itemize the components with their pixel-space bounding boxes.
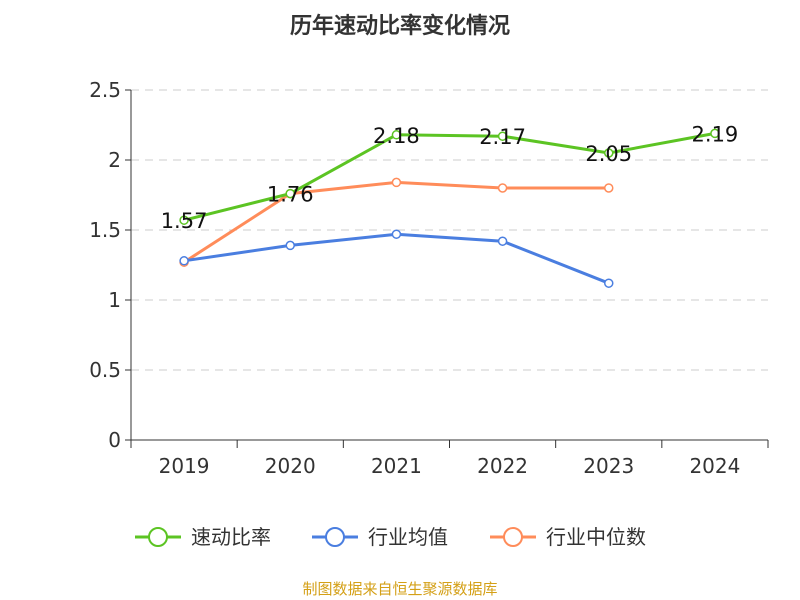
- data-label: 1.76: [267, 183, 314, 207]
- legend-marker: [503, 527, 523, 547]
- x-tick-label: 2024: [689, 454, 740, 478]
- legend-item[interactable]: 速动比率: [135, 525, 271, 549]
- x-tick-label: 2023: [583, 454, 634, 478]
- data-point[interactable]: [285, 188, 295, 199]
- x-tick-label: 2022: [477, 454, 528, 478]
- y-tick-label: 0.5: [89, 358, 121, 382]
- y-tick-label: 1: [108, 288, 121, 312]
- data-point[interactable]: [604, 148, 614, 158]
- data-label: 2.05: [585, 142, 632, 166]
- data-label: 2.17: [479, 125, 526, 149]
- y-tick-label: 0: [108, 428, 121, 452]
- data-point[interactable]: [179, 215, 189, 225]
- data-point[interactable]: [604, 183, 614, 193]
- legend-marker: [325, 527, 345, 547]
- legend-label: 速动比率: [191, 525, 271, 549]
- data-label: 1.57: [161, 209, 208, 233]
- data-label: 2.19: [692, 122, 739, 146]
- data-point[interactable]: [391, 177, 402, 188]
- x-tick-label: 2020: [265, 454, 316, 478]
- y-tick-label: 2.5: [89, 78, 121, 102]
- x-tick-label: 2021: [371, 454, 422, 478]
- source-note: 制图数据来自恒生聚源数据库: [302, 580, 497, 598]
- series-line-0: [183, 131, 716, 222]
- data-point[interactable]: [497, 131, 508, 141]
- data-point[interactable]: [179, 256, 189, 266]
- data-point[interactable]: [710, 128, 720, 139]
- data-point[interactable]: [604, 278, 614, 288]
- data-point[interactable]: [497, 183, 508, 193]
- legend-label: 行业中位数: [546, 525, 646, 549]
- data-label: 2.18: [373, 124, 420, 148]
- chart-title: 历年速动比率变化情况: [290, 13, 510, 39]
- data-point[interactable]: [285, 240, 295, 251]
- x-tick-label: 2019: [159, 454, 210, 478]
- legend-marker: [148, 527, 168, 547]
- data-point[interactable]: [391, 130, 402, 140]
- legend-label: 行业均值: [368, 525, 448, 549]
- legend-item[interactable]: 行业均值: [312, 525, 448, 549]
- legend-item[interactable]: 行业中位数: [490, 525, 646, 549]
- y-tick-label: 1.5: [89, 218, 121, 242]
- y-tick-label: 2: [108, 148, 121, 172]
- series-line-1: [183, 232, 610, 285]
- data-point[interactable]: [391, 229, 402, 239]
- data-point[interactable]: [497, 236, 508, 246]
